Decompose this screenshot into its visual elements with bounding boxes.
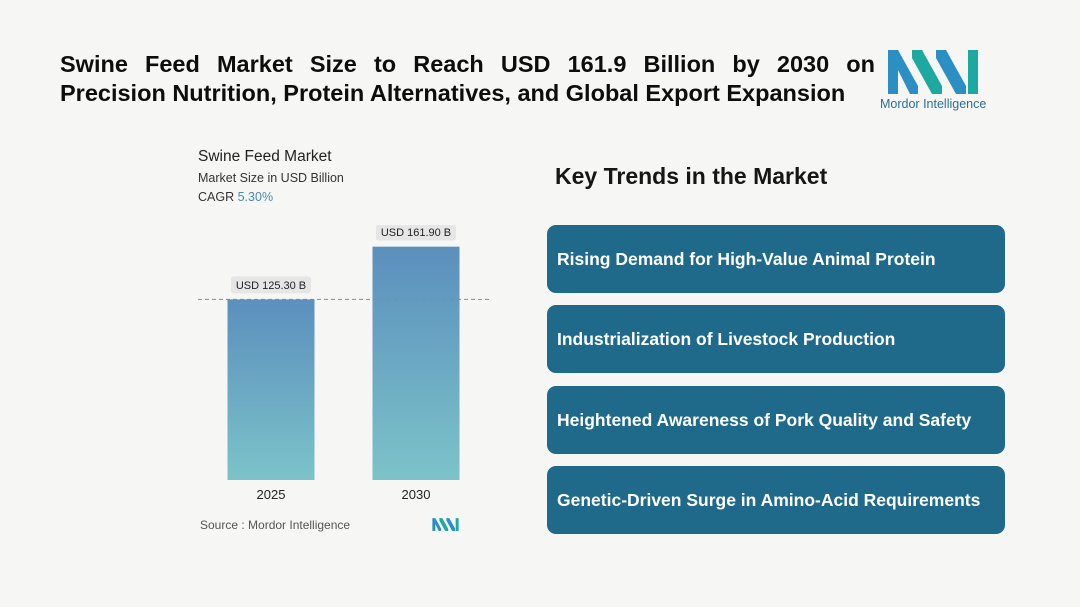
chart-source: Source : Mordor Intelligence [200,518,351,532]
value-label-2030: USD 161.90 B [381,227,451,239]
headline: Swine Feed Market Size to Reach USD 161.… [60,50,875,108]
chart-subtitle: Market Size in USD Billion [198,171,344,185]
trend-card-4: Genetic-Driven Surge in Amino-Acid Requi… [547,466,1005,534]
trend-card-2: Industrialization of Livestock Productio… [547,305,1005,373]
value-label-bg-2025 [231,276,311,294]
value-label-bg-2030 [376,225,456,241]
chart-title: Swine Feed Market [198,148,332,165]
trend-card-1: Rising Demand for High-Value Animal Prot… [547,225,1005,293]
logo-text: Mordor Intelligence [880,97,987,111]
mordor-intelligence-logo: Mordor Intelligence [880,46,990,114]
mordor-small-logo-icon [432,518,459,531]
trends-title: Key Trends in the Market [555,163,828,189]
chart-cagr: CAGR 5.30% [198,190,344,204]
category-label-2030: 2030 [402,487,431,502]
cagr-value: 5.30% [237,190,274,204]
bar-chart: USD 125.30 B 2025 USD 161.90 B 2030 [198,225,490,502]
chart-header: Swine Feed Market Market Size in USD Bil… [198,148,344,204]
trend-card-3: Heightened Awareness of Pork Quality and… [547,386,1005,454]
bar-2030 [372,246,460,480]
mordor-logo-icon [888,50,978,94]
headline-line-1: Swine Feed Market Size to Reach USD 161.… [60,51,875,77]
cagr-label: CAGR [198,190,235,204]
category-label-2025: 2025 [257,487,286,502]
headline-line-2: Precision Nutrition, Protein Alternative… [60,80,846,106]
bar-2025 [227,299,315,480]
value-label-2025: USD 125.30 B [236,280,306,292]
